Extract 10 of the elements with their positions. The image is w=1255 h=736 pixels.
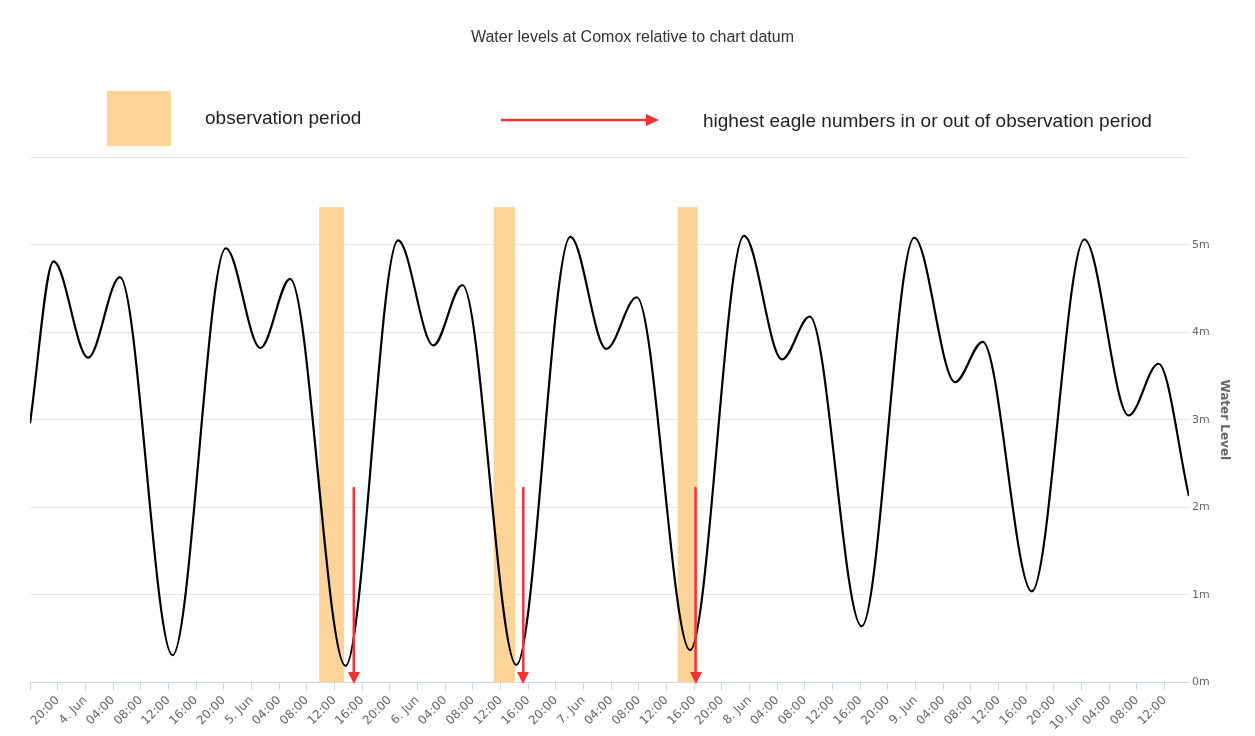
y-tick-label: 2m (1191, 500, 1210, 514)
y-axis-title: Water Level (1217, 379, 1232, 461)
chart-title: Water levels at Comox relative to chart datum (470, 28, 795, 46)
y-tick-label: 0m (1191, 675, 1210, 689)
text: highest eagle numbers in or out of observation period (703, 110, 1152, 132)
y-tick-label: 3m (1191, 412, 1210, 426)
text: observation period (205, 107, 362, 129)
y-tick-label: 5m (1191, 237, 1210, 251)
y-tick-label: 1m (1191, 587, 1210, 601)
y-tick-label: 4m (1191, 325, 1210, 339)
